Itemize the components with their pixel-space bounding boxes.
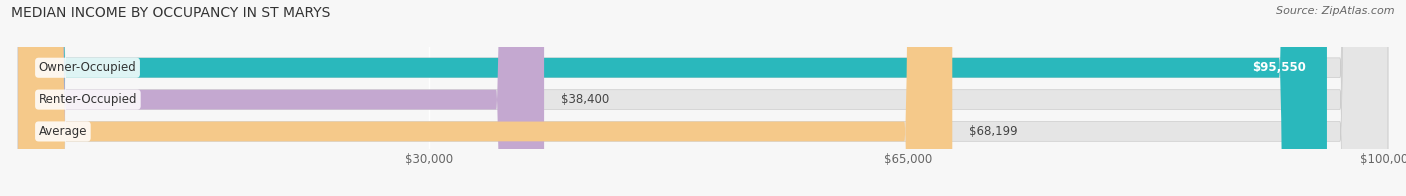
Text: $68,199: $68,199: [969, 125, 1018, 138]
Text: Renter-Occupied: Renter-Occupied: [38, 93, 138, 106]
Text: MEDIAN INCOME BY OCCUPANCY IN ST MARYS: MEDIAN INCOME BY OCCUPANCY IN ST MARYS: [11, 6, 330, 20]
FancyBboxPatch shape: [18, 0, 1388, 196]
Text: $95,550: $95,550: [1253, 61, 1306, 74]
Text: Average: Average: [38, 125, 87, 138]
Text: Owner-Occupied: Owner-Occupied: [38, 61, 136, 74]
FancyBboxPatch shape: [18, 0, 952, 196]
FancyBboxPatch shape: [18, 0, 1327, 196]
Text: Source: ZipAtlas.com: Source: ZipAtlas.com: [1277, 6, 1395, 16]
FancyBboxPatch shape: [18, 0, 544, 196]
Text: $38,400: $38,400: [561, 93, 609, 106]
FancyBboxPatch shape: [18, 0, 1388, 196]
FancyBboxPatch shape: [18, 0, 1388, 196]
